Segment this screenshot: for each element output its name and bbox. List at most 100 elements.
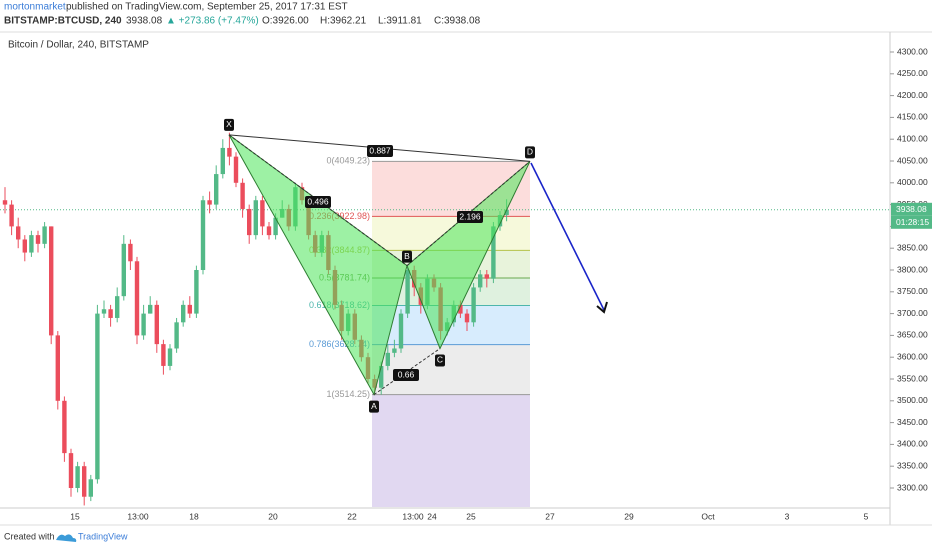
footer-brand[interactable]: TradingView bbox=[78, 531, 128, 541]
y-tick-label: 3650.00 bbox=[897, 330, 928, 340]
candle-body bbox=[49, 226, 54, 336]
y-tick-label: 3300.00 bbox=[897, 482, 928, 492]
ratio-label: 0.496 bbox=[307, 196, 329, 206]
candle-body bbox=[379, 365, 384, 388]
fib-label: 0(4049.23) bbox=[326, 156, 370, 166]
pattern-point-tag bbox=[435, 354, 445, 367]
y-tick-label: 3850.00 bbox=[897, 242, 928, 252]
candle-body bbox=[115, 296, 120, 318]
candle-body bbox=[16, 226, 21, 240]
candle-body bbox=[42, 226, 47, 244]
x-tick-label: Oct bbox=[701, 511, 715, 521]
pattern-point-tag bbox=[369, 400, 379, 413]
countdown-tag bbox=[891, 215, 932, 229]
candle-body bbox=[398, 313, 404, 349]
candle-body bbox=[88, 479, 93, 497]
candle-body bbox=[194, 270, 199, 314]
ratio-tag bbox=[457, 211, 483, 223]
candle-body bbox=[29, 235, 34, 253]
close: C:3938.08 bbox=[434, 16, 481, 27]
ratio-label: 0.887 bbox=[369, 145, 391, 155]
ratio-tag bbox=[367, 145, 393, 157]
arrow-head bbox=[596, 301, 608, 314]
y-tick-label: 3750.00 bbox=[897, 286, 928, 296]
candle-body bbox=[200, 200, 206, 270]
candle-body bbox=[22, 239, 27, 253]
x-tick-label: 27 bbox=[545, 511, 555, 521]
y-tick-label: 3400.00 bbox=[897, 439, 928, 449]
y-tick-label: 4100.00 bbox=[897, 133, 928, 143]
candle-body bbox=[220, 147, 225, 175]
x-tick-label: 5 bbox=[864, 511, 869, 521]
countdown-label: 01:28:15 bbox=[896, 217, 929, 227]
ratio-tag bbox=[393, 369, 419, 381]
candle-body bbox=[464, 313, 470, 323]
y-tick-label: 3800.00 bbox=[897, 264, 928, 274]
candle-body bbox=[75, 466, 80, 488]
candle-body bbox=[82, 466, 87, 497]
x-tick-label: 24 bbox=[427, 511, 437, 521]
y-tick-label: 3500.00 bbox=[897, 395, 928, 405]
candle-body bbox=[260, 200, 265, 227]
candle-body bbox=[207, 200, 212, 205]
candle-body bbox=[108, 309, 113, 318]
pattern-point-tag bbox=[224, 118, 234, 131]
x-tick-label: 3 bbox=[785, 511, 790, 521]
fib-label: 1(3514.25) bbox=[326, 389, 370, 399]
pattern-point-label: C bbox=[437, 355, 443, 365]
candle-body bbox=[121, 243, 126, 297]
y-tick-label: 3450.00 bbox=[897, 417, 928, 427]
y-tick-label: 4250.00 bbox=[897, 68, 928, 78]
candle-body bbox=[392, 348, 397, 353]
author[interactable]: mortonmarket bbox=[4, 2, 66, 13]
candle-body bbox=[240, 182, 245, 209]
y-tick-label: 4000.00 bbox=[897, 177, 928, 187]
footer-created: Created with bbox=[4, 531, 55, 541]
y-tick-label: 3600.00 bbox=[897, 351, 928, 361]
ratio-tag bbox=[305, 196, 331, 208]
candle-body bbox=[128, 243, 133, 262]
ratio-label: 0.66 bbox=[398, 369, 415, 379]
pattern-point-label: A bbox=[371, 401, 377, 411]
x-tick-label: 18 bbox=[189, 511, 199, 521]
candle-body bbox=[233, 156, 239, 183]
pattern-point-tag bbox=[525, 146, 535, 159]
price-tag-label: 3938.08 bbox=[896, 204, 927, 214]
candle-body bbox=[55, 335, 60, 401]
x-tick-label: 15 bbox=[70, 511, 80, 521]
candle-body bbox=[253, 200, 258, 236]
pattern-point-label: X bbox=[226, 119, 232, 129]
candle-body bbox=[227, 147, 232, 157]
pattern-point-label: B bbox=[404, 251, 410, 261]
candle-body bbox=[68, 453, 74, 488]
y-tick-label: 3350.00 bbox=[897, 460, 928, 470]
fib-band bbox=[372, 394, 530, 507]
open: O:3926.00 bbox=[262, 16, 309, 27]
candle-body bbox=[471, 287, 476, 323]
price-tag bbox=[891, 202, 932, 216]
candle-body bbox=[458, 304, 463, 314]
candle-body bbox=[484, 274, 489, 279]
candle-body bbox=[181, 304, 186, 323]
ratio-label: 2.196 bbox=[459, 211, 481, 221]
candle-body bbox=[101, 309, 107, 314]
x-tick-label: 22 bbox=[347, 511, 357, 521]
high: H:3962.21 bbox=[320, 16, 367, 27]
candle-body bbox=[405, 270, 410, 314]
logo bbox=[56, 534, 77, 542]
symbol: BITSTAMP:BTCUSD, 240 bbox=[4, 16, 122, 27]
candle-body bbox=[214, 174, 219, 205]
fib-label: 0.786(3628.74) bbox=[309, 339, 370, 349]
candle-body bbox=[187, 304, 192, 314]
candle-body bbox=[148, 304, 153, 314]
published: published on TradingView.com, September … bbox=[66, 2, 348, 13]
low: L:3911.81 bbox=[378, 16, 422, 27]
candle-body bbox=[134, 261, 140, 336]
x-tick-label: 13:00 bbox=[127, 511, 149, 521]
candle-body bbox=[141, 313, 146, 336]
x-tick-label: 13:00 bbox=[402, 511, 424, 521]
candle-body bbox=[154, 304, 159, 345]
change: ▲ +273.86 (+7.47%) bbox=[166, 16, 259, 27]
last-price: 3938.08 bbox=[126, 16, 163, 27]
